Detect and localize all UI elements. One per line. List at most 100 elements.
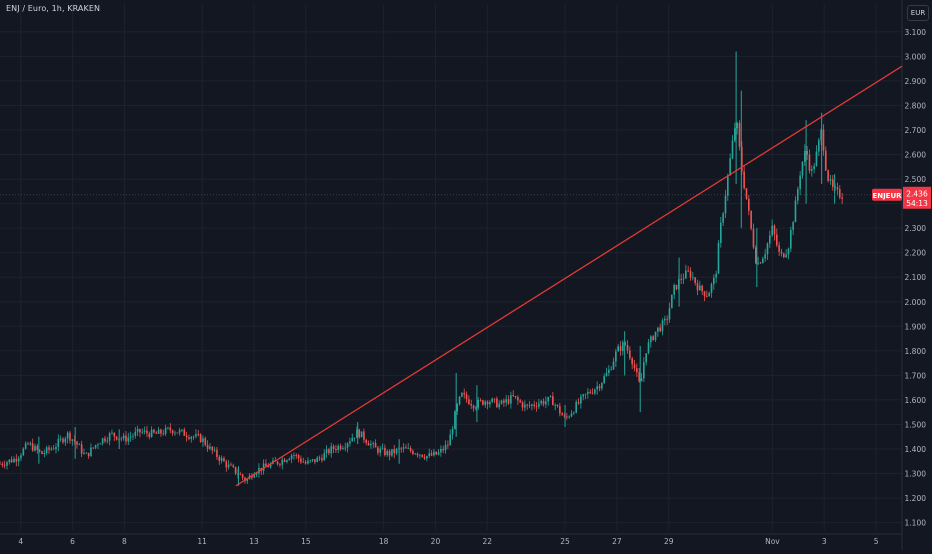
candle-body xyxy=(810,168,813,171)
candle-body xyxy=(374,442,377,448)
candle-body xyxy=(575,402,578,413)
candle-body xyxy=(197,434,200,435)
candle-body xyxy=(6,462,8,466)
candle-body xyxy=(139,428,141,433)
candle-body xyxy=(713,277,715,285)
candle-body xyxy=(780,251,783,254)
candle-body xyxy=(605,372,608,377)
candle-body xyxy=(643,362,645,379)
candle-body xyxy=(465,394,468,400)
candle-body xyxy=(734,128,736,141)
candle-body xyxy=(129,436,132,438)
candle-body xyxy=(817,140,820,152)
candle-body xyxy=(447,444,449,446)
candle-body xyxy=(241,474,244,478)
candle-body xyxy=(101,438,104,444)
candle-body xyxy=(423,456,426,459)
candle-body xyxy=(379,448,382,453)
candle-body xyxy=(267,466,270,468)
candle-body xyxy=(395,448,398,454)
candle-body xyxy=(346,443,349,448)
candle-body xyxy=(188,437,190,439)
candle-body xyxy=(190,437,193,439)
candle-body xyxy=(220,458,223,461)
candle-body xyxy=(458,396,461,405)
candle-body xyxy=(174,432,176,434)
candle-body xyxy=(325,449,328,454)
y-tick-label: 2.100 xyxy=(905,273,927,282)
candle-body xyxy=(99,443,102,445)
candle-body xyxy=(727,175,729,196)
candle-body xyxy=(435,451,438,455)
candle-body xyxy=(761,258,764,264)
candle-body xyxy=(738,123,741,147)
candle-body xyxy=(661,320,664,332)
candle-body xyxy=(87,452,90,457)
currency-button[interactable]: EUR xyxy=(907,5,929,21)
symbol-label: ENJEUR xyxy=(872,192,902,200)
candle-body xyxy=(227,464,230,468)
candle-body xyxy=(400,448,403,450)
candle-body xyxy=(568,416,571,418)
candle-body xyxy=(246,479,249,482)
candle-body xyxy=(822,129,825,151)
candle-body xyxy=(603,376,606,383)
candle-body xyxy=(76,441,78,445)
candle-body xyxy=(209,446,211,449)
candle-body xyxy=(153,429,155,433)
candle-body xyxy=(52,448,55,450)
candle-body xyxy=(545,401,547,405)
candle-body xyxy=(801,161,804,176)
candle-body xyxy=(276,461,279,465)
candle-body xyxy=(430,453,433,456)
candle-body xyxy=(507,399,510,404)
candle-body xyxy=(73,439,76,442)
candle-body xyxy=(775,234,778,246)
candle-body xyxy=(778,245,780,252)
candle-body xyxy=(591,392,594,394)
candle-body xyxy=(171,430,174,434)
candle-body xyxy=(552,396,554,406)
candle-body xyxy=(715,273,717,278)
candle-body xyxy=(416,453,419,456)
candle-body xyxy=(300,458,302,462)
y-tick-label: 1.500 xyxy=(905,420,927,429)
candle-body xyxy=(820,129,822,141)
candle-body xyxy=(587,391,589,394)
candle-body xyxy=(524,404,526,408)
candle-body xyxy=(141,431,144,433)
candle-body xyxy=(167,427,169,429)
candle-body xyxy=(176,432,179,434)
candle-body xyxy=(796,189,799,201)
candle-body xyxy=(393,449,396,454)
candle-body xyxy=(472,405,475,409)
candle-body xyxy=(286,460,288,462)
candle-body xyxy=(332,446,335,450)
candle-body xyxy=(339,445,342,449)
candle-body xyxy=(477,399,480,408)
candle-body xyxy=(468,399,470,405)
y-tick-label: 1.200 xyxy=(905,494,927,503)
candle-body xyxy=(666,318,668,320)
candle-body xyxy=(150,429,153,437)
candle-body xyxy=(444,444,447,451)
x-tick-label: 20 xyxy=(431,537,441,546)
candle-body xyxy=(496,398,498,408)
candle-body xyxy=(412,450,414,454)
y-tick-label: 2.000 xyxy=(905,298,927,307)
candle-body xyxy=(309,460,312,462)
candle-body xyxy=(461,392,463,397)
candle-body xyxy=(505,399,508,403)
candle-body xyxy=(262,463,265,471)
candle-body xyxy=(831,179,834,188)
candle-body xyxy=(470,404,473,406)
x-tick-label: 29 xyxy=(664,537,674,546)
candle-body xyxy=(125,435,127,442)
candle-body xyxy=(136,428,139,432)
candle-body xyxy=(622,342,624,351)
candle-body xyxy=(342,448,344,449)
candle-body xyxy=(307,460,309,464)
candle-body xyxy=(106,440,109,442)
